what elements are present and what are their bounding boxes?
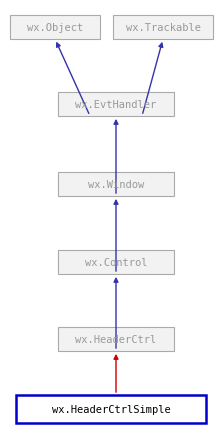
Text: wx.HeaderCtrl: wx.HeaderCtrl — [75, 334, 157, 344]
Text: wx.HeaderCtrlSimple: wx.HeaderCtrlSimple — [52, 404, 170, 414]
Text: wx.EvtHandler: wx.EvtHandler — [75, 100, 157, 110]
FancyBboxPatch shape — [58, 173, 174, 196]
FancyBboxPatch shape — [113, 16, 213, 40]
FancyBboxPatch shape — [16, 395, 206, 423]
FancyBboxPatch shape — [58, 327, 174, 351]
Text: wx.Control: wx.Control — [85, 257, 147, 268]
FancyBboxPatch shape — [58, 250, 174, 274]
Text: wx.Trackable: wx.Trackable — [126, 23, 200, 33]
FancyBboxPatch shape — [10, 16, 100, 40]
Text: wx.Window: wx.Window — [88, 180, 144, 190]
FancyBboxPatch shape — [58, 93, 174, 117]
Text: wx.Object: wx.Object — [27, 23, 83, 33]
